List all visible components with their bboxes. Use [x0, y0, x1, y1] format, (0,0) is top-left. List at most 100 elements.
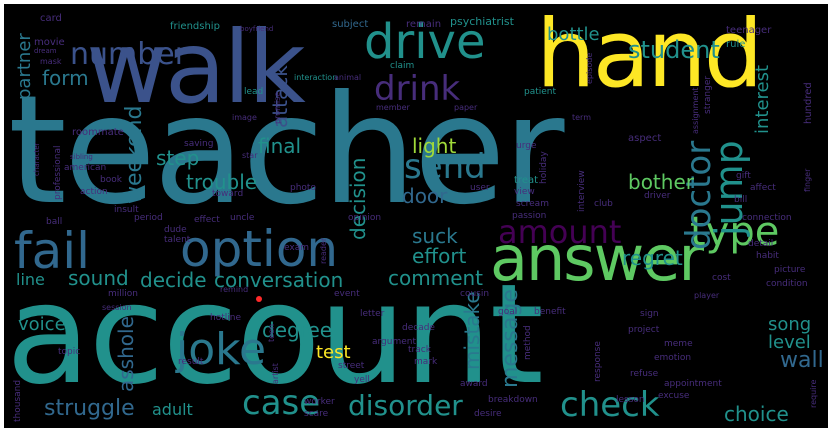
word-cloud-word: event: [334, 289, 360, 299]
word-cloud-word: goal: [498, 307, 518, 317]
word-cloud-word: partner: [14, 33, 35, 100]
word-cloud-word: benefit: [534, 307, 566, 317]
word-cloud-word: asshole: [114, 316, 138, 392]
word-cloud-word: member: [376, 103, 410, 112]
word-cloud: account teacher walk hand answer option …: [4, 4, 828, 428]
word-cloud-word: finger: [803, 168, 812, 192]
word-cloud-word: hotline: [210, 313, 241, 323]
word-cloud-word: level: [768, 332, 811, 353]
word-cloud-word: teacher: [8, 64, 565, 238]
word-cloud-word: sibling: [70, 153, 93, 161]
word-cloud-word: episode: [585, 52, 594, 84]
word-cloud-word: holiday: [539, 151, 549, 184]
word-cloud-word: door: [402, 184, 448, 208]
word-cloud-word: decision: [346, 157, 370, 240]
word-cloud-word: friendship: [170, 21, 220, 32]
word-cloud-word: decade: [402, 323, 435, 333]
word-cloud-word: worker: [304, 397, 335, 407]
word-cloud-word: type: [690, 209, 780, 255]
word-cloud-word: desire: [474, 409, 502, 419]
word-cloud-word: suck: [412, 224, 458, 248]
word-cloud-word: project: [628, 325, 660, 335]
word-cloud-word: artist: [271, 363, 280, 384]
word-cloud-word: line: [16, 270, 45, 289]
word-cloud-word: letter: [360, 309, 385, 319]
word-cloud-word: paper: [454, 103, 478, 112]
word-cloud-word: american: [64, 163, 107, 173]
word-cloud-word: detail: [748, 239, 774, 249]
word-cloud-word: account: [6, 254, 544, 415]
word-cloud-word: response: [593, 341, 603, 382]
word-cloud-word: adult: [152, 400, 193, 419]
word-cloud-word: patient: [524, 87, 557, 97]
word-cloud-word: aspect: [628, 133, 662, 144]
word-cloud-word: scream: [516, 199, 549, 209]
word-cloud-word: psychiatrist: [450, 15, 514, 28]
word-cloud-word: final: [258, 134, 302, 158]
word-cloud-word: struggle: [44, 396, 135, 421]
word-cloud-word: ball: [46, 217, 63, 227]
word-cloud-word: session: [102, 303, 132, 312]
word-cloud-word: term: [572, 113, 591, 122]
word-cloud-word: message: [498, 289, 523, 388]
word-cloud-word: check: [560, 385, 660, 425]
word-cloud-word: require: [809, 379, 818, 408]
word-cloud-word: picture: [774, 265, 806, 275]
word-cloud-word: meme: [664, 339, 693, 349]
word-cloud-word: cousin: [460, 289, 490, 299]
word-cloud-word: hundred: [803, 82, 814, 124]
word-cloud-word: dude: [164, 225, 187, 235]
word-cloud-word: emotion: [654, 353, 692, 363]
word-cloud-word: sign: [640, 309, 659, 319]
word-cloud-word: opinion: [348, 213, 382, 223]
word-cloud-word: drive: [364, 14, 486, 70]
word-cloud-word: bother: [628, 170, 694, 194]
word-cloud-word: condition: [766, 279, 808, 289]
word-cloud-word: subject: [332, 19, 369, 30]
word-cloud-word: regret: [622, 246, 683, 270]
word-cloud-word: boyfriend: [240, 25, 274, 33]
word-cloud-word: voice: [18, 314, 66, 335]
word-cloud-word: connection: [742, 213, 792, 223]
word-cloud-word: uncle: [230, 213, 255, 223]
word-cloud-word: disorder: [348, 389, 463, 422]
word-cloud-word: cost: [712, 273, 731, 283]
word-cloud-word: walk: [86, 9, 306, 126]
word-cloud-word: saving: [184, 139, 214, 149]
word-cloud-word: case: [242, 383, 321, 423]
word-cloud-word: number: [70, 37, 188, 72]
word-cloud-word: view: [514, 187, 535, 197]
word-cloud-word: gift: [736, 171, 751, 181]
word-cloud-word: hand: [536, 4, 763, 109]
word-cloud-word: interaction: [294, 73, 338, 82]
word-cloud-word: fail: [14, 222, 91, 280]
word-cloud-word: treat: [514, 175, 539, 186]
word-cloud-word: amount: [498, 213, 622, 251]
word-cloud-word: photo: [290, 183, 316, 193]
word-cloud-word: refuse: [630, 369, 659, 379]
word-cloud-word: habit: [756, 251, 779, 261]
word-cloud-word: movie: [34, 37, 65, 48]
word-cloud-word: interview: [577, 170, 587, 212]
word-cloud-word: bottle: [547, 24, 600, 45]
word-cloud-word: light: [412, 134, 457, 158]
word-cloud-word: wall: [780, 348, 824, 373]
word-cloud-word: effort: [412, 244, 467, 268]
word-cloud-word: choice: [724, 402, 789, 426]
word-cloud-word: star: [242, 151, 258, 160]
word-cloud-word: test: [316, 342, 351, 363]
word-cloud-word: song: [768, 314, 812, 335]
word-cloud-word: sound: [68, 266, 129, 290]
word-cloud-word: trouble: [186, 170, 258, 194]
word-cloud-word: professional: [53, 145, 63, 200]
word-cloud-word: joke: [176, 324, 267, 375]
word-cloud-word: card: [40, 13, 62, 24]
word-cloud-word: form: [42, 66, 89, 90]
word-cloud-word: rule: [726, 39, 746, 50]
word-cloud-word: mask: [40, 57, 62, 66]
word-cloud-word: send: [404, 147, 486, 187]
word-cloud-word: scare: [304, 409, 329, 419]
word-cloud-word: decide: [140, 268, 207, 292]
word-cloud-word: lesson: [616, 395, 645, 405]
word-cloud-word: option: [180, 220, 339, 278]
